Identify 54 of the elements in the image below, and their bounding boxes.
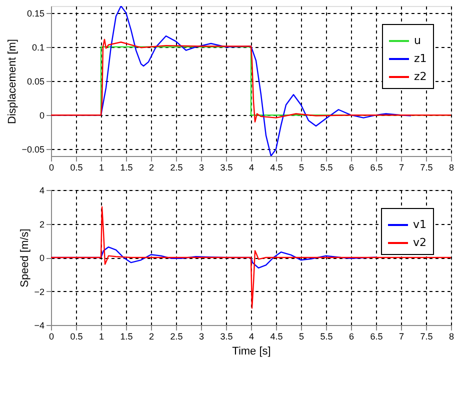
y-axis-title: Speed [m/s]	[19, 228, 32, 288]
x-tick-label: 6.5	[370, 332, 383, 342]
legend-label: z2	[414, 70, 427, 83]
x-tick-label: 0.5	[70, 332, 83, 342]
y-tick-label: 4	[39, 186, 44, 196]
x-axis-title: Time [s]	[232, 346, 271, 358]
x-tick-label: 3.5	[220, 332, 233, 342]
x-tick-label: 3.5	[220, 162, 233, 172]
x-tick-label: 3	[198, 332, 204, 342]
x-tick-label: 2	[148, 162, 154, 172]
x-tick-label: 0.5	[70, 162, 83, 172]
legend-label: v1	[413, 218, 427, 231]
x-tick-label: 5.5	[320, 162, 333, 172]
y-tick-label: 2	[39, 219, 44, 230]
x-tick-label: 5	[298, 332, 304, 342]
x-tick-label: 2.5	[170, 162, 183, 172]
x-tick-label: 1.5	[120, 332, 133, 342]
x-tick-label: 2	[148, 332, 154, 342]
x-tick-label: 1.5	[120, 162, 133, 172]
x-tick-label: 0	[48, 162, 54, 172]
legend-label: z1	[414, 52, 427, 65]
y-tick-label: −2	[34, 286, 44, 297]
x-tick-label: 5.5	[320, 332, 333, 342]
x-tick-label: 7.5	[420, 332, 433, 342]
y-tick-label: 0	[39, 253, 44, 263]
x-tick-label: 7	[398, 332, 404, 342]
x-tick-label: 4	[248, 332, 254, 342]
x-tick-label: 4	[248, 162, 254, 172]
y-tick-label: −4	[34, 320, 44, 330]
line-series	[51, 206, 451, 309]
x-tick-label: 3	[198, 162, 204, 172]
x-tick-label: 4.5	[270, 332, 283, 342]
y-tick-label: 0.1	[32, 42, 44, 52]
y-tick-label: 0.15	[26, 8, 44, 18]
x-tick-label: 6.5	[370, 162, 383, 172]
y-tick-label: −0.05	[22, 144, 44, 155]
x-tick-label: 6	[348, 332, 354, 342]
x-tick-label: 4.5	[270, 162, 283, 172]
line-series	[51, 38, 451, 123]
x-tick-label: 8	[448, 332, 454, 342]
legend-label: u	[414, 34, 421, 47]
x-tick-label: 1	[98, 332, 104, 342]
x-tick-label: 7.5	[420, 162, 433, 172]
x-tick-label: 6	[348, 162, 354, 172]
x-tick-label: 0	[48, 332, 54, 342]
legend-label: v2	[413, 236, 427, 249]
x-tick-label: 7	[398, 162, 404, 172]
x-tick-label: 1	[98, 162, 104, 172]
y-tick-label: 0.05	[26, 76, 44, 86]
x-tick-label: 8	[448, 162, 454, 172]
x-tick-label: 2.5	[170, 332, 183, 342]
x-tick-label: 5	[298, 162, 304, 172]
y-tick-label: 0	[39, 110, 44, 121]
y-axis-title: Displacement [m]	[6, 39, 19, 124]
